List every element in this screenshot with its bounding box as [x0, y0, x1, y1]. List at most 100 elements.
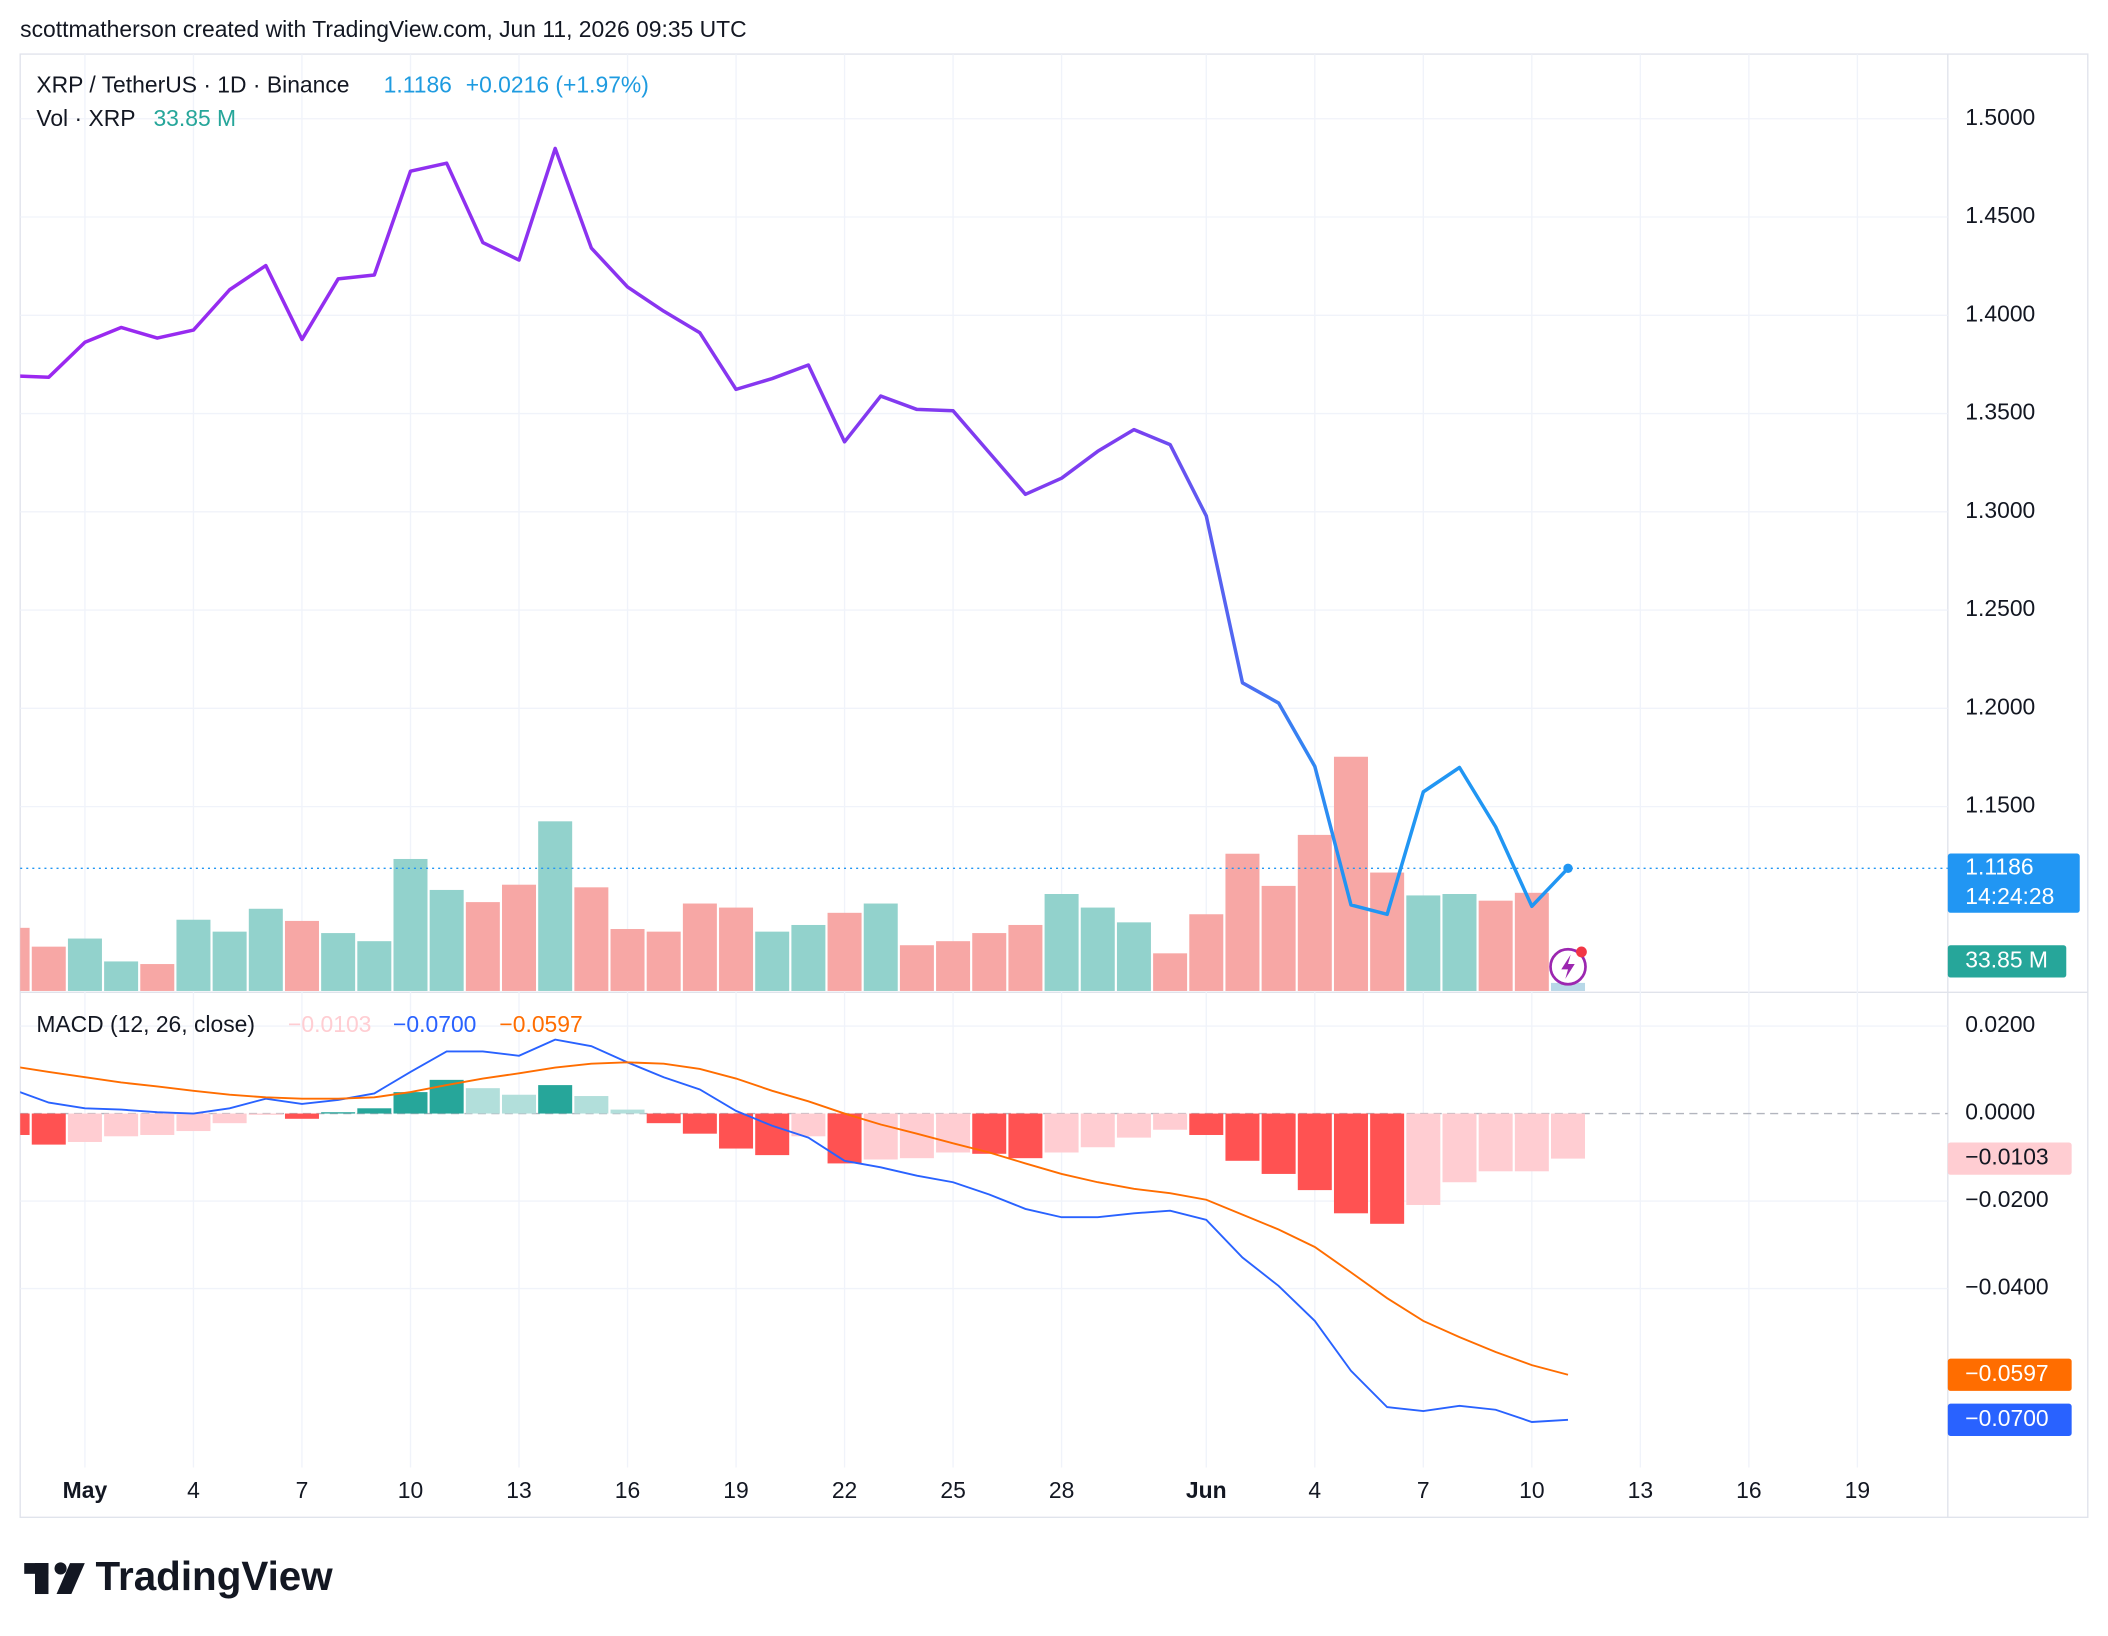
price-badge: [1947, 853, 2080, 913]
volume-bar: [863, 903, 898, 991]
histogram-bar: [1044, 1113, 1079, 1153]
x-tick-label: 4: [1308, 1477, 1321, 1503]
macd-badge-label: −0.0103: [1965, 1144, 2048, 1170]
histogram-bar: [1080, 1113, 1115, 1148]
volume-bar: [1370, 872, 1405, 991]
histogram-bar: [972, 1113, 1007, 1154]
volume-bar: [1551, 982, 1586, 991]
volume-bar: [140, 964, 175, 991]
y-tick-label: 1.2000: [1965, 693, 2035, 719]
histogram-bar: [321, 1112, 356, 1114]
histogram-bar: [20, 1113, 30, 1135]
last-price-dot: [1563, 863, 1573, 874]
histogram-value: −0.0103: [288, 1011, 371, 1037]
x-tick-label: 19: [1845, 1477, 1870, 1503]
volume-bar: [899, 945, 934, 991]
header: scottmatherson created with TradingView.…: [20, 16, 746, 42]
x-tick-label: 28: [1049, 1477, 1074, 1503]
volume-bar: [1153, 953, 1188, 991]
histogram-bar: [1406, 1113, 1441, 1205]
volume-bar: [610, 929, 645, 991]
y-tick-label: 1.1500: [1965, 792, 2035, 818]
y-tick-label: 1.3500: [1965, 399, 2035, 425]
histogram-bar: [393, 1092, 428, 1114]
x-tick-label: 7: [296, 1477, 309, 1503]
histogram-bar: [104, 1113, 139, 1137]
countdown: 14:24:28: [1965, 883, 2054, 909]
y-tick-label: −0.0400: [1965, 1274, 2048, 1300]
x-tick-label: May: [63, 1477, 108, 1503]
x-tick-label: Jun: [1186, 1477, 1227, 1503]
price-line: [20, 146, 1570, 917]
x-tick-label: 7: [1417, 1477, 1430, 1503]
volume-bar: [755, 931, 790, 991]
x-tick-label: 13: [1628, 1477, 1653, 1503]
volume-bar: [719, 907, 754, 991]
histogram-bar: [1478, 1113, 1513, 1172]
volume-bar: [1044, 893, 1079, 991]
histogram-bar: [1153, 1113, 1188, 1130]
alert-bolt: [1561, 954, 1575, 979]
volume-bar: [1116, 922, 1151, 991]
volume-bar: [212, 931, 247, 991]
volume-bar: [393, 858, 428, 991]
histogram-bar: [465, 1088, 500, 1114]
last-price: 1.1186: [384, 71, 452, 97]
logo: [24, 1562, 85, 1595]
macd-badge: [1947, 1358, 2072, 1391]
volume-bar: [429, 889, 464, 991]
macd-badge-label: −0.0700: [1965, 1405, 2048, 1431]
x-tick-label: 4: [187, 1477, 200, 1503]
y-tick-label: 1.5000: [1965, 104, 2035, 130]
volume-bar: [104, 961, 139, 991]
histogram-bar: [1514, 1113, 1549, 1172]
volume-bar: [538, 821, 573, 991]
histogram-bar: [1551, 1113, 1586, 1159]
volume-badge: [1947, 945, 2067, 978]
y-tick-label: 1.4500: [1965, 202, 2035, 228]
histogram-bar: [1442, 1113, 1477, 1183]
volume-bar: [936, 941, 971, 991]
histogram-bar: [1008, 1113, 1043, 1159]
histogram-bar: [1297, 1113, 1332, 1191]
histogram-bar: [1261, 1113, 1296, 1174]
volume-bar: [1478, 900, 1513, 991]
volume-bar: [176, 919, 211, 991]
histogram-bar: [719, 1113, 754, 1149]
volume-bar: [1261, 885, 1296, 991]
histogram-bar: [357, 1108, 392, 1114]
volume-bar: [67, 938, 102, 991]
volume-bar: [682, 903, 717, 991]
brand: TradingView: [96, 1553, 334, 1599]
volume-bar: [972, 933, 1007, 991]
macd-badge: [1947, 1403, 2072, 1436]
histogram-bar: [67, 1113, 102, 1142]
macd-badge-label: −0.0597: [1965, 1360, 2048, 1386]
volume-bar: [827, 912, 862, 991]
x-tick-label: 19: [723, 1477, 748, 1503]
plot-area: [20, 54, 1948, 1468]
histogram-bar: [755, 1113, 790, 1156]
histogram-bar: [574, 1096, 609, 1114]
histogram-bar: [1116, 1113, 1151, 1138]
y-tick-label: 1.2500: [1965, 595, 2035, 621]
volume-value: 33.85 M: [153, 105, 236, 131]
histogram-bar: [899, 1113, 934, 1159]
histogram-bar: [1189, 1113, 1224, 1135]
volume-bar: [1333, 756, 1368, 991]
histogram-bar: [827, 1113, 862, 1164]
volume-bar: [1080, 907, 1115, 991]
histogram-bar: [610, 1109, 645, 1114]
volume-bar: [1225, 853, 1260, 991]
x-tick-label: 13: [506, 1477, 531, 1503]
y-tick-label: 1.3000: [1965, 497, 2035, 523]
volume-bar: [20, 927, 30, 991]
histogram-bar: [502, 1094, 537, 1114]
macd-value: −0.0700: [393, 1011, 476, 1037]
histogram-bar: [682, 1113, 717, 1134]
histogram-bar: [140, 1113, 175, 1135]
histogram-bar: [176, 1113, 211, 1132]
x-tick-label: 22: [832, 1477, 857, 1503]
histogram-bar: [538, 1085, 573, 1114]
